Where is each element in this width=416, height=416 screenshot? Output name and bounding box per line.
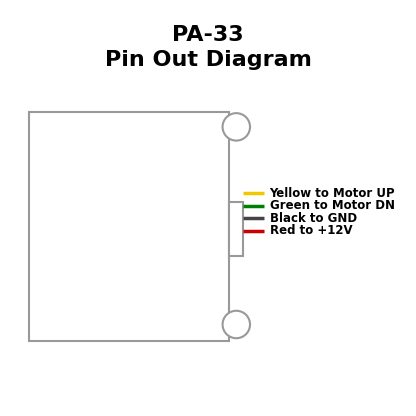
Text: Black to GND: Black to GND bbox=[270, 212, 357, 225]
Text: Pin Out Diagram: Pin Out Diagram bbox=[104, 50, 312, 70]
Text: Yellow to Motor UP: Yellow to Motor UP bbox=[270, 187, 395, 200]
Text: Green to Motor DN: Green to Motor DN bbox=[270, 199, 394, 213]
Bar bbox=[29, 112, 229, 341]
Text: PA-33: PA-33 bbox=[172, 25, 244, 45]
Bar bbox=[229, 202, 243, 256]
Circle shape bbox=[223, 311, 250, 338]
Circle shape bbox=[223, 113, 250, 141]
Text: Red to +12V: Red to +12V bbox=[270, 224, 352, 238]
